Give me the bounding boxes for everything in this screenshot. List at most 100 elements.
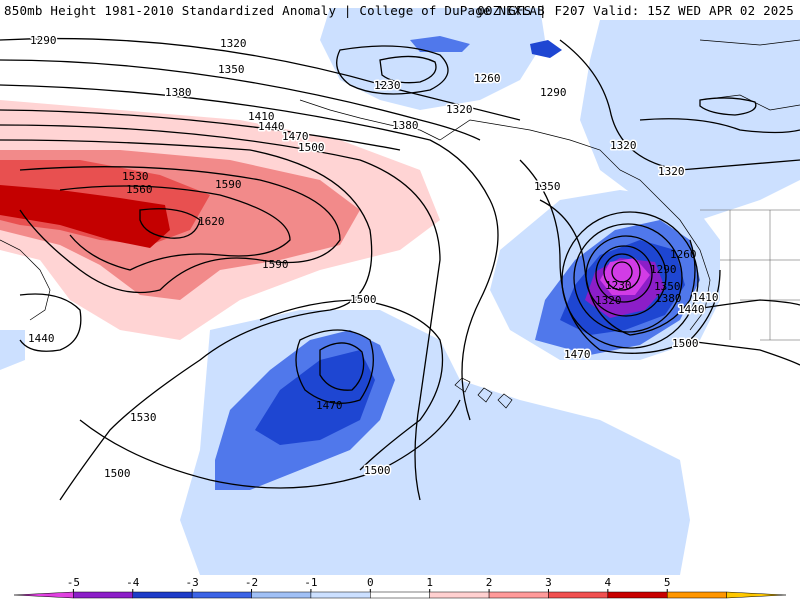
contour-label: 1320	[446, 103, 473, 116]
legend-swatch	[310, 591, 371, 599]
contour-label: 1440	[678, 303, 705, 316]
contour-line	[259, 299, 444, 471]
contour-label: 1530	[122, 170, 149, 183]
contour-label: 1350	[534, 180, 561, 193]
contour-line	[603, 253, 641, 291]
coastline-icon	[439, 119, 711, 331]
contour-label: 1290	[30, 34, 57, 47]
contour-line	[0, 37, 521, 121]
contour-line	[539, 199, 696, 336]
contour-label: 1410	[692, 291, 719, 304]
contour-line	[0, 59, 481, 141]
contour-label: 1470	[282, 130, 309, 143]
contour-line	[519, 159, 721, 354]
contour-label: 1500	[672, 337, 699, 350]
legend-swatch	[13, 591, 74, 599]
contour-line	[561, 211, 699, 349]
contour-label: 1560	[126, 183, 153, 196]
contour-label: 1500	[298, 141, 325, 154]
contour-label: 1290	[650, 263, 677, 276]
legend-tick-label: 2	[486, 576, 493, 589]
legend-swatch	[132, 591, 193, 599]
legend-swatch	[251, 591, 312, 599]
legend-tick-label: -4	[126, 576, 140, 589]
contour-line	[139, 208, 201, 239]
contour-line	[611, 261, 633, 283]
contour-line	[639, 118, 800, 134]
contour-line	[595, 245, 653, 303]
legend-swatch	[726, 591, 787, 599]
contour-line	[585, 235, 667, 317]
contour-line	[0, 84, 499, 421]
legend-swatch	[548, 591, 609, 599]
contour-label: 1380	[392, 119, 419, 132]
aleutian-neg2-area	[410, 36, 470, 52]
coastline-icon	[454, 377, 513, 409]
contour-line	[79, 399, 461, 489]
central-pacific-neg3-area	[255, 350, 375, 445]
aleutian-low-light-area	[320, 8, 545, 110]
legend-tick-label: 4	[605, 576, 612, 589]
pos4-area	[0, 185, 170, 248]
coastline-icon	[0, 239, 51, 321]
contour-label: 1230	[605, 279, 632, 292]
legend-tick-label: -1	[304, 576, 317, 589]
contour-line	[689, 299, 800, 311]
coastline-icon	[299, 99, 441, 141]
contour-label: 1230	[374, 79, 401, 92]
legend-swatch	[607, 591, 668, 599]
state-border-icon	[700, 209, 800, 341]
contour-label: 1590	[262, 258, 289, 271]
legend-tick-label: -2	[245, 576, 258, 589]
contour-label: 1530	[130, 411, 157, 424]
contour-label: 1470	[316, 399, 343, 412]
map-title: 850mb Height 1981-2010 Standardized Anom…	[4, 3, 545, 18]
contour-label: 1380	[655, 292, 682, 305]
contour-line	[0, 139, 373, 501]
contour-line	[573, 223, 683, 333]
contour-line	[0, 109, 401, 151]
legend-tick-label: -3	[186, 576, 199, 589]
contour-label: 1260	[670, 248, 697, 261]
contour-label: 1320	[610, 139, 637, 152]
legend-tick-label: 0	[367, 576, 374, 589]
legend-tick-label: 1	[426, 576, 433, 589]
contour-label: 1470	[564, 348, 591, 361]
contour-label: 1500	[364, 464, 391, 477]
legend-swatch	[191, 591, 252, 599]
contour-line	[0, 124, 441, 501]
contour-line	[679, 339, 800, 366]
contour-label: 1380	[165, 86, 192, 99]
contour-label: 1320	[220, 37, 247, 50]
legend-tick-label: 5	[664, 576, 671, 589]
contour-line	[59, 185, 291, 271]
border-layer	[700, 209, 800, 341]
contour-label: 1440	[258, 120, 285, 133]
legend-colorbar: -5 -4 -3 -2 -1 0 1 2 3 4 5	[13, 576, 787, 599]
legend-swatch	[429, 591, 490, 599]
contour-line	[559, 39, 800, 171]
contour-label: 1500	[104, 467, 131, 480]
contour-label: 1500	[350, 293, 377, 306]
contour-label-layer: 1290 1320 1350 1380 1410 1440 1470 1500 …	[27, 33, 721, 482]
west-edge-light-area	[0, 330, 25, 370]
contour-line	[379, 55, 437, 84]
contour-layer	[0, 37, 800, 501]
contour-label: 1320	[595, 294, 622, 307]
legend-swatch	[666, 591, 727, 599]
contour-line	[295, 329, 374, 404]
contour-label: 1260	[474, 72, 501, 85]
contour-label: 1350	[654, 280, 681, 293]
legend-swatch	[370, 591, 430, 599]
contour-label: 1350	[218, 63, 245, 76]
contour-line	[336, 45, 449, 95]
contour-label: 1320	[658, 165, 685, 178]
legend-swatch	[488, 591, 549, 599]
legend-tick-label: 3	[545, 576, 552, 589]
contour-label: 1410	[248, 110, 275, 123]
legend-tick-label: -5	[67, 576, 80, 589]
model-run-info: 00Z GFS | F207 Valid: 15Z WED APR 02 202…	[477, 3, 794, 18]
contour-line	[319, 342, 365, 391]
